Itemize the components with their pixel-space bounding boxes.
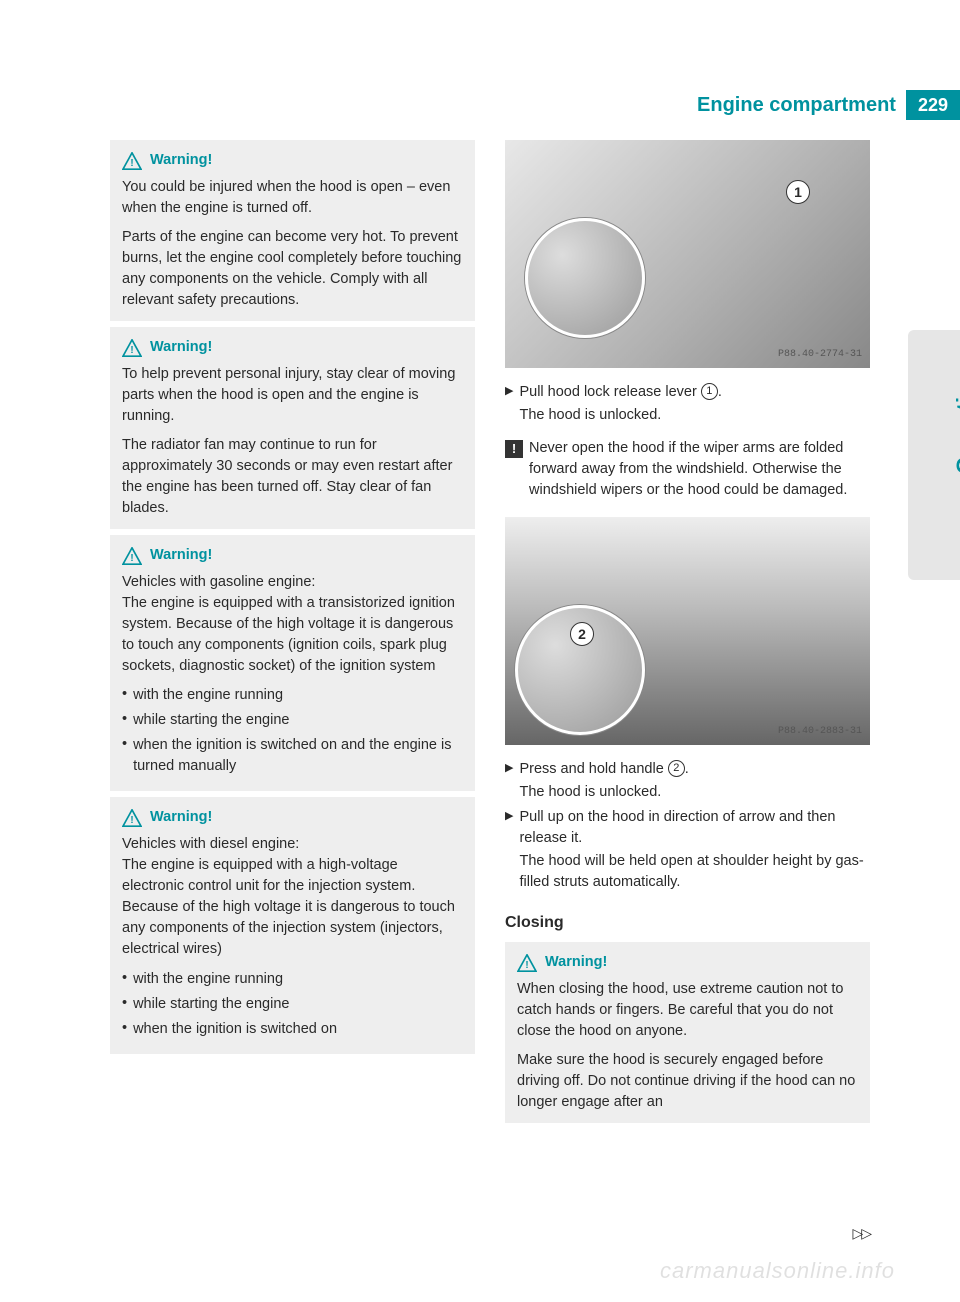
svg-text:!: ! (130, 345, 133, 356)
warning-triangle-icon: ! (122, 339, 142, 357)
instruction-step: ▶ Pull hood lock release lever 1. The ho… (505, 382, 870, 426)
step-text: . (718, 384, 722, 400)
callout-number: 1 (786, 180, 810, 204)
caution-text: Never open the hood if the wiper arms ar… (529, 438, 870, 501)
warning-text: Vehicles with diesel engine: The engine … (122, 834, 463, 960)
caution-icon: ! (505, 440, 523, 458)
bullet-item: •when the ignition is switched on and th… (122, 735, 463, 777)
page-header: Engine compartment 229 (0, 90, 960, 120)
bullet-item: • when the ignition is switched on (122, 1019, 463, 1040)
warning-triangle-icon: ! (122, 152, 142, 170)
watermark: carmanualsonline.info (660, 1258, 895, 1284)
warning-triangle-icon: ! (122, 547, 142, 565)
bullet-marker-icon: • (122, 969, 127, 990)
bullet-text: when the ignition is switched on and the… (133, 735, 463, 777)
figure-reference: P88.40-2774-31 (778, 348, 862, 363)
closing-heading: Closing (505, 911, 870, 934)
section-title: Engine compartment (697, 90, 896, 120)
bullet-marker-icon: • (122, 1019, 127, 1040)
bullet-item: • while starting the engine (122, 994, 463, 1015)
step-text: Press and hold handle (519, 761, 667, 777)
instruction-step: ▶ Press and hold handle 2. The hood is u… (505, 759, 870, 803)
step-text: Pull hood lock release lever (519, 384, 700, 400)
warning-label: Warning! (150, 337, 212, 358)
bullet-text: with the engine running (133, 969, 283, 990)
bullet-item: • with the engine running (122, 969, 463, 990)
bullet-marker-icon: • (122, 710, 127, 731)
warning-text: Parts of the engine can become very hot.… (122, 227, 463, 311)
continue-marker-icon: ▷▷ (852, 1225, 870, 1242)
bullet-text: while starting the engine (133, 710, 289, 731)
step-result: The hood is unlocked. (519, 782, 870, 803)
warning-label: Warning! (150, 807, 212, 828)
warning-box: ! Warning! Vehicles with diesel engine: … (110, 797, 475, 1053)
bullet-text: while starting the engine (133, 994, 289, 1015)
warning-text: Make sure the hood is securely engaged b… (517, 1050, 858, 1113)
instruction-step: ▶ Pull up on the hood in direction of ar… (505, 807, 870, 893)
manual-page: Engine compartment 229 Operation ! Warni… (0, 0, 960, 1302)
bullet-text: when the ignition is switched on (133, 1019, 337, 1040)
warning-text: The radiator fan may continue to run for… (122, 435, 463, 519)
figure-reference: P88.40-2883-31 (778, 725, 862, 740)
right-column: 1 P88.40-2774-31 ▶ Pull hood lock releas… (505, 140, 870, 1129)
side-tab-label: Operation (952, 370, 960, 474)
callout-ref: 2 (668, 760, 685, 777)
caution-note: ! Never open the hood if the wiper arms … (505, 438, 870, 501)
step-arrow-icon: ▶ (505, 759, 513, 803)
figure-hood-handle: 2 P88.40-2883-31 (505, 517, 870, 745)
step-text: Pull up on the hood in direction of arro… (519, 809, 835, 846)
warning-triangle-icon: ! (517, 954, 537, 972)
step-text: . (685, 761, 689, 777)
bullet-marker-icon: • (122, 994, 127, 1015)
step-result: The hood is unlocked. (519, 405, 870, 426)
warning-text: You could be injured when the hood is op… (122, 177, 463, 219)
svg-text:!: ! (130, 553, 133, 564)
warning-label: Warning! (150, 545, 212, 566)
svg-text:!: ! (525, 960, 528, 971)
figure-hood-release-lever: 1 P88.40-2774-31 (505, 140, 870, 368)
warning-label: Warning! (150, 150, 212, 171)
warning-box: ! Warning! You could be injured when the… (110, 140, 475, 321)
callout-number: 2 (570, 622, 594, 646)
content-columns: ! Warning! You could be injured when the… (110, 140, 895, 1129)
page-number: 229 (906, 90, 960, 120)
bullet-item: • while starting the engine (122, 710, 463, 731)
step-arrow-icon: ▶ (505, 382, 513, 426)
warning-box: ! Warning! Vehicles with gasoline engine… (110, 535, 475, 791)
warning-box: ! Warning! When closing the hood, use ex… (505, 942, 870, 1123)
step-arrow-icon: ▶ (505, 807, 513, 893)
svg-text:!: ! (130, 157, 133, 168)
left-column: ! Warning! You could be injured when the… (110, 140, 475, 1129)
callout-ref: 1 (701, 383, 718, 400)
bullet-marker-icon: • (122, 735, 127, 777)
bullet-marker-icon: • (122, 685, 127, 706)
bullet-item: • with the engine running (122, 685, 463, 706)
warning-text: When closing the hood, use extreme cauti… (517, 979, 858, 1042)
step-result: The hood will be held open at shoulder h… (519, 851, 870, 893)
warning-label: Warning! (545, 952, 607, 973)
warning-box: ! Warning! To help prevent personal inju… (110, 327, 475, 529)
warning-text: Vehicles with gasoline engine: The engin… (122, 572, 463, 677)
svg-text:!: ! (130, 815, 133, 826)
warning-triangle-icon: ! (122, 809, 142, 827)
warning-text: To help prevent personal injury, stay cl… (122, 364, 463, 427)
bullet-text: with the engine running (133, 685, 283, 706)
